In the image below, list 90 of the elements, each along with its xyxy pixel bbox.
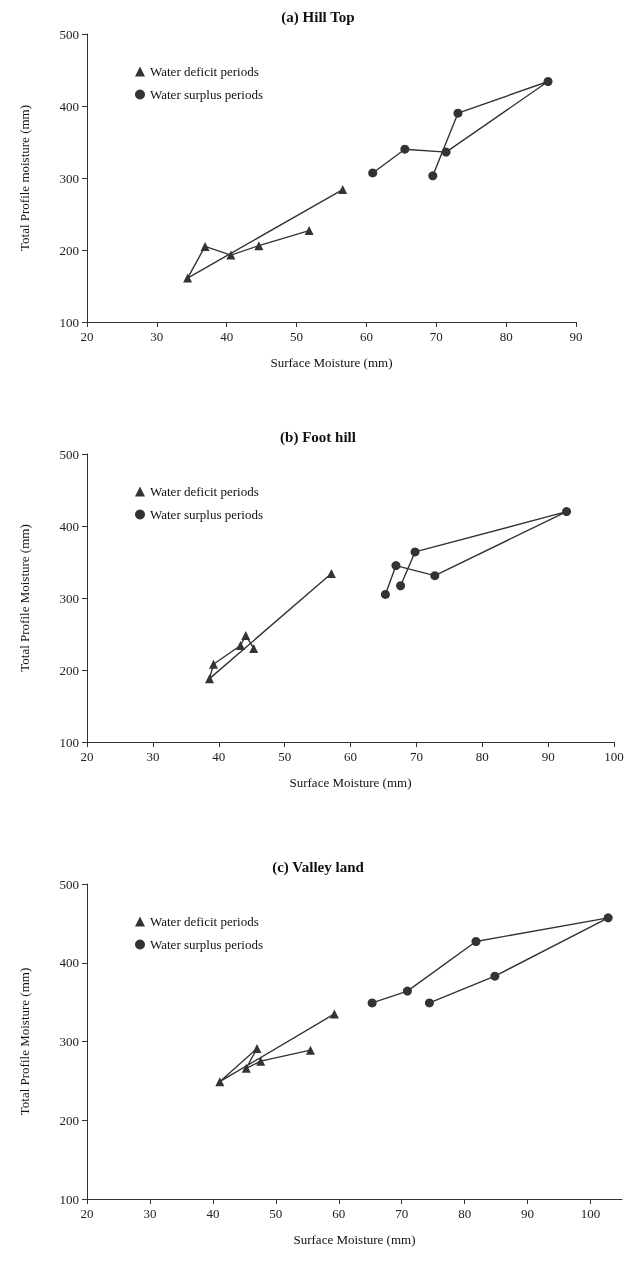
x-axis-title: Surface Moisture (mm) [289, 775, 412, 790]
x-tick-label: 100 [604, 749, 624, 764]
point [305, 1045, 315, 1055]
x-tick-label: 100 [580, 1206, 601, 1221]
point [200, 241, 210, 251]
x-tick-label: 50 [269, 1206, 283, 1221]
point [208, 659, 218, 669]
x-tick-label: 40 [220, 329, 234, 344]
point [430, 571, 440, 581]
y-tick-label: 300 [59, 590, 79, 606]
y-tick-label: 500 [59, 26, 79, 42]
point [396, 581, 406, 591]
y-tick-label: 300 [59, 170, 79, 186]
point [183, 273, 193, 283]
chart-title: (c) Valley land [272, 858, 365, 876]
point [562, 507, 572, 517]
legend-label: Water surplus periods [150, 87, 264, 102]
x-tick-label: 20 [80, 749, 94, 764]
y-tick-label: 500 [59, 876, 79, 892]
y-tick-label: 500 [59, 446, 79, 462]
x-tick-label: 70 [395, 1206, 409, 1221]
x-tick-label: 90 [521, 1206, 535, 1221]
point [471, 936, 481, 946]
x-tick-label: 20 [80, 329, 94, 344]
x-tick-label: 20 [80, 1206, 94, 1221]
x-tick-label: 40 [212, 749, 226, 764]
x-tick-label: 30 [150, 329, 164, 344]
point [338, 185, 348, 195]
point [603, 913, 613, 923]
legend-label: Water deficit periods [150, 64, 259, 79]
x-tick-label: 60 [359, 329, 373, 344]
y-tick-label: 400 [59, 955, 79, 971]
point [254, 241, 264, 251]
chart-title: (b) Foot hill [280, 428, 356, 446]
x-tick-label: 30 [143, 1206, 157, 1221]
y-tick-label: 300 [59, 1034, 79, 1049]
y-tick-label: 400 [59, 518, 79, 534]
point [241, 630, 251, 640]
point [428, 171, 438, 181]
y-tick-label: 100 [59, 1191, 79, 1207]
x-tick-label: 60 [332, 1206, 346, 1221]
x-tick-label: 50 [290, 329, 304, 344]
legend-label: Water surplus periods [150, 507, 264, 522]
point [410, 547, 420, 557]
y-tick-label: 200 [59, 1112, 79, 1128]
point [241, 1063, 251, 1073]
legend-label: Water deficit periods [150, 914, 259, 929]
point [304, 226, 314, 236]
y-tick-label: 100 [59, 734, 79, 750]
point [453, 108, 463, 118]
y-axis-title: Total Profile Moisture (mm) [17, 967, 32, 1116]
point [205, 674, 215, 684]
x-tick-label: 60 [344, 749, 357, 764]
point [380, 589, 390, 599]
point [326, 569, 336, 579]
x-tick-label: 80 [458, 1206, 472, 1221]
point [367, 998, 377, 1008]
point [391, 561, 401, 571]
point [424, 998, 434, 1008]
x-tick-label: 90 [569, 329, 583, 344]
chart-title: (a) Hill Top [281, 8, 355, 26]
x-tick-label: 40 [206, 1206, 220, 1221]
x-tick-label: 70 [409, 749, 423, 764]
x-axis-title: Surface Moisture (mm) [270, 355, 393, 370]
x-tick-label: 30 [146, 749, 160, 764]
y-axis-title: Total Profile moisture (mm) [17, 104, 32, 252]
y-tick-label: 200 [59, 662, 79, 678]
x-tick-label: 80 [475, 749, 489, 764]
point [235, 641, 245, 651]
point [441, 147, 451, 157]
point [490, 971, 500, 981]
y-axis-title: Total Profile Moisture (mm) [17, 524, 32, 672]
point [256, 1056, 266, 1066]
x-tick-label: 50 [278, 749, 292, 764]
point [543, 77, 553, 87]
point [252, 1044, 262, 1054]
point [368, 168, 378, 178]
y-tick-label: 100 [59, 314, 79, 330]
point [249, 643, 259, 653]
x-tick-label: 70 [429, 329, 443, 344]
point [402, 986, 412, 996]
y-tick-label: 400 [59, 98, 79, 114]
x-tick-label: 90 [541, 749, 555, 764]
x-axis-title: Surface Moisture (mm) [293, 1232, 416, 1247]
x-tick-label: 80 [499, 329, 513, 344]
legend-label: Water deficit periods [150, 484, 259, 499]
y-tick-label: 200 [59, 242, 79, 258]
legend-label: Water surplus periods [150, 937, 264, 952]
point [400, 144, 410, 154]
point [226, 250, 236, 260]
